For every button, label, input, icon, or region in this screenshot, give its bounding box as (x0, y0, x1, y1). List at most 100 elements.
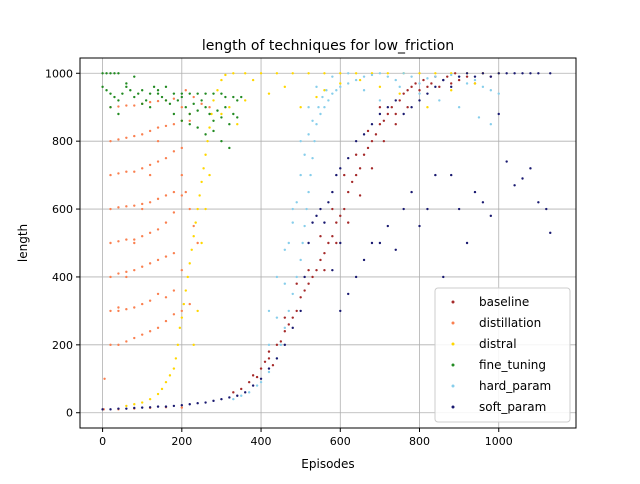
point-hard_param (331, 75, 334, 78)
point-fine_tuning (232, 112, 235, 116)
point-fine_tuning (228, 146, 231, 150)
point-soft_param (529, 167, 532, 170)
point-distillation (117, 343, 120, 347)
point-fine_tuning (188, 122, 191, 126)
point-distral (244, 99, 247, 102)
point-distillation (117, 309, 120, 313)
point-fine_tuning (148, 106, 152, 109)
point-fine_tuning (129, 89, 132, 92)
point-distillation (109, 173, 112, 177)
point-soft_param (125, 407, 128, 410)
point-soft_param (212, 399, 215, 403)
point-soft_param (505, 72, 508, 75)
point-baseline (323, 268, 326, 272)
point-distillation (148, 299, 152, 302)
point-soft_param (457, 207, 461, 211)
point-soft_param (354, 275, 358, 279)
point-baseline (311, 275, 314, 279)
point-soft_param (220, 397, 223, 401)
point-hard_param (321, 95, 324, 99)
point-fine_tuning (188, 112, 191, 116)
point-soft_param (331, 268, 334, 272)
point-fine_tuning (224, 95, 227, 99)
point-distral (204, 207, 207, 211)
point-soft_param (473, 75, 477, 78)
point-distral (182, 302, 185, 306)
point-distral (370, 72, 374, 75)
point-baseline (303, 289, 306, 292)
point-distral (174, 357, 178, 360)
point-distral (148, 397, 152, 401)
point-baseline (299, 296, 302, 299)
point-hard_param (305, 207, 308, 211)
point-hard_param (303, 224, 306, 228)
legend-label: fine_tuning (479, 358, 546, 372)
point-soft_param (473, 190, 477, 194)
point-fine_tuning (164, 85, 168, 89)
point-soft_param (497, 72, 500, 75)
chart-title: length of techniques for low_friction (202, 38, 454, 54)
point-baseline (327, 241, 330, 245)
point-soft_param (303, 275, 306, 279)
point-hard_param (481, 85, 485, 89)
point-soft_param (362, 258, 366, 262)
point-fine_tuning (220, 92, 223, 95)
point-distillation (133, 238, 136, 241)
point-soft_param (418, 224, 421, 228)
point-distillation (140, 235, 144, 238)
point-hard_param (295, 201, 298, 204)
point-soft_param (442, 275, 445, 279)
point-distillation (180, 146, 184, 150)
point-distral (358, 78, 362, 82)
point-soft_param (370, 241, 374, 245)
point-soft_param (117, 407, 120, 410)
point-fine_tuning (121, 92, 124, 95)
point-hard_param (489, 89, 493, 92)
point-baseline (240, 387, 243, 391)
point-baseline (430, 82, 433, 85)
point-distillation (180, 268, 184, 272)
legend-marker (451, 405, 455, 409)
y-tick-label: 600 (52, 203, 73, 216)
point-distillation (140, 333, 144, 336)
point-distillation (133, 204, 136, 207)
point-distillation (180, 309, 184, 313)
point-soft_param (140, 406, 144, 409)
legend-label: distral (479, 337, 517, 351)
point-distillation (140, 202, 144, 206)
point-soft_param (481, 201, 485, 204)
point-baseline (335, 221, 338, 224)
point-distillation (133, 268, 136, 272)
point-distillation (172, 190, 176, 194)
point-soft_param (386, 224, 390, 228)
point-hard_param (247, 391, 251, 394)
point-distral (398, 92, 401, 95)
point-baseline (279, 340, 283, 343)
point-hard_param (362, 89, 366, 92)
point-hard_param (426, 77, 429, 80)
point-distillation (188, 302, 191, 306)
point-fine_tuning (196, 92, 199, 95)
point-hard_param (402, 72, 405, 75)
point-distral (200, 241, 203, 245)
point-baseline (450, 82, 453, 85)
point-soft_param (196, 402, 199, 405)
point-fine_tuning (224, 106, 227, 109)
point-fine_tuning (188, 92, 191, 95)
point-soft_param (327, 201, 330, 204)
point-baseline (232, 391, 235, 394)
point-hard_param (295, 275, 298, 279)
point-hard_param (438, 99, 441, 102)
point-hard_param (323, 106, 326, 109)
point-soft_param (402, 112, 405, 116)
point-distillation (180, 194, 184, 197)
point-soft_param (311, 221, 314, 224)
series-fine_tuning (101, 72, 243, 150)
point-baseline (335, 241, 338, 245)
legend-marker (451, 321, 455, 325)
point-hard_param (457, 106, 461, 109)
point-hard_param (232, 397, 235, 401)
point-distral (204, 153, 207, 156)
point-baseline (410, 85, 413, 89)
point-distillation (140, 133, 144, 136)
